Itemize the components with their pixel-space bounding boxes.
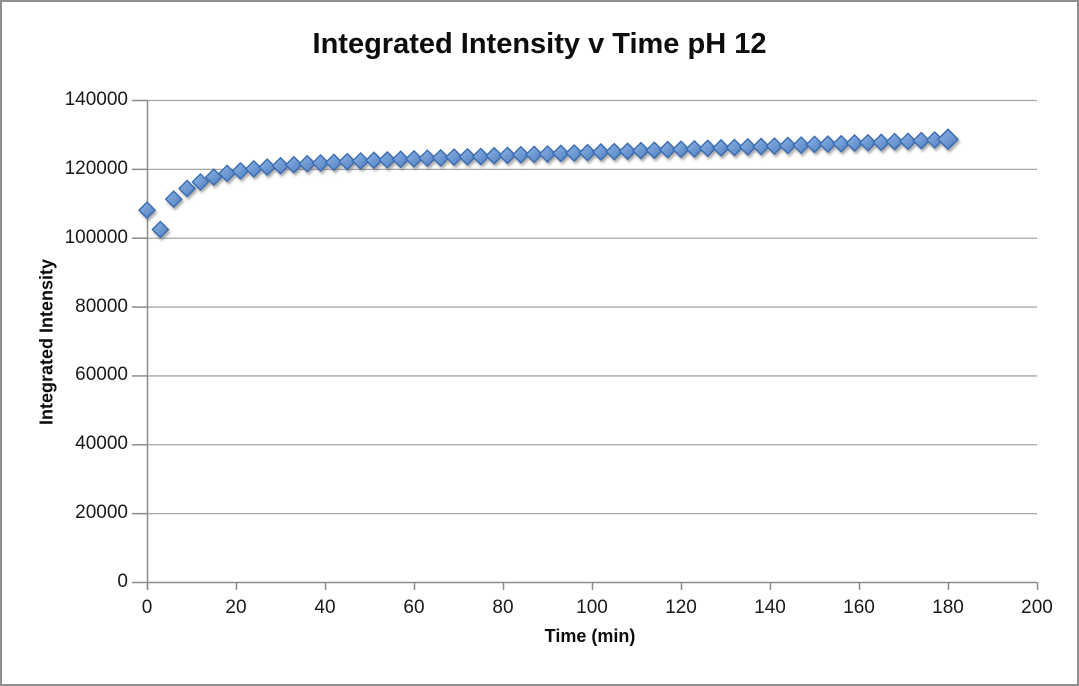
data-point bbox=[672, 140, 690, 159]
y-tick-label: 120000 bbox=[64, 157, 128, 179]
data-point bbox=[565, 144, 584, 163]
data-point bbox=[218, 164, 237, 183]
data-point bbox=[845, 134, 864, 153]
data-point bbox=[271, 156, 290, 175]
y-tick-label: 140000 bbox=[64, 89, 128, 110]
data-point bbox=[364, 151, 383, 170]
x-tick-label: 60 bbox=[403, 597, 425, 618]
x-tick-label: 160 bbox=[843, 597, 875, 618]
data-point bbox=[231, 161, 250, 180]
data-point bbox=[872, 133, 891, 152]
data-point bbox=[645, 141, 664, 160]
data-point bbox=[351, 151, 370, 170]
x-axis-title: Time (min) bbox=[544, 626, 636, 646]
x-tick-label: 140 bbox=[754, 597, 786, 618]
data-point bbox=[792, 136, 811, 155]
data-point bbox=[778, 136, 797, 155]
x-tick-label: 200 bbox=[1021, 597, 1053, 618]
data-point bbox=[471, 147, 490, 166]
data-point bbox=[164, 190, 183, 209]
y-tick-label: 0 bbox=[117, 571, 128, 592]
data-point bbox=[832, 134, 851, 153]
y-tick-label: 60000 bbox=[75, 364, 128, 386]
data-point bbox=[631, 141, 650, 160]
data-point bbox=[458, 147, 477, 166]
data-point bbox=[311, 154, 330, 172]
data-point bbox=[324, 153, 343, 172]
data-point bbox=[618, 142, 637, 161]
data-point bbox=[912, 131, 931, 150]
x-tick-label: 180 bbox=[932, 597, 964, 618]
data-point bbox=[204, 168, 223, 187]
data-point bbox=[258, 158, 277, 177]
data-point bbox=[858, 133, 877, 152]
data-point bbox=[284, 155, 303, 174]
data-point bbox=[712, 138, 731, 157]
data-point bbox=[244, 159, 263, 178]
x-tick-label: 40 bbox=[314, 597, 336, 618]
scatter-series bbox=[138, 128, 959, 239]
data-point bbox=[151, 220, 170, 239]
data-point bbox=[538, 145, 557, 164]
data-point bbox=[937, 128, 959, 151]
y-tick-label: 40000 bbox=[75, 433, 128, 455]
y-axis-title: Integrated Intensity bbox=[36, 258, 57, 426]
data-point bbox=[605, 142, 624, 161]
x-tick-label: 100 bbox=[576, 597, 608, 618]
data-point bbox=[445, 148, 464, 167]
y-tick-label: 20000 bbox=[75, 502, 128, 524]
data-point bbox=[191, 172, 210, 191]
data-point bbox=[485, 146, 504, 165]
x-tick-label: 0 bbox=[141, 597, 153, 618]
data-point bbox=[498, 146, 517, 165]
data-point bbox=[178, 179, 197, 198]
data-point bbox=[525, 145, 544, 164]
chart-title: Integrated Intensity v Time pH 12 bbox=[312, 28, 767, 60]
data-point bbox=[725, 138, 744, 157]
data-point bbox=[431, 148, 450, 167]
data-point bbox=[418, 149, 437, 168]
data-point bbox=[898, 132, 917, 151]
data-point bbox=[818, 135, 837, 154]
data-point bbox=[338, 152, 357, 171]
data-point bbox=[698, 139, 717, 158]
data-point bbox=[885, 132, 904, 151]
data-point bbox=[685, 139, 704, 158]
x-tick-label: 80 bbox=[492, 597, 514, 618]
data-point bbox=[511, 145, 530, 164]
data-point bbox=[298, 154, 317, 173]
data-point bbox=[551, 144, 570, 163]
data-point bbox=[765, 137, 784, 156]
x-tick-label: 20 bbox=[225, 597, 247, 618]
x-tick-label: 120 bbox=[665, 597, 697, 618]
y-tick-label: 80000 bbox=[75, 295, 128, 317]
data-point bbox=[738, 137, 757, 156]
data-point bbox=[405, 149, 423, 168]
data-point bbox=[138, 201, 156, 220]
data-point bbox=[391, 150, 410, 169]
y-tick-label: 100000 bbox=[64, 226, 128, 248]
data-point bbox=[658, 140, 677, 159]
data-point bbox=[752, 137, 771, 156]
data-point bbox=[378, 150, 397, 169]
data-point bbox=[591, 142, 610, 161]
data-point bbox=[805, 135, 824, 154]
data-point bbox=[578, 143, 597, 162]
